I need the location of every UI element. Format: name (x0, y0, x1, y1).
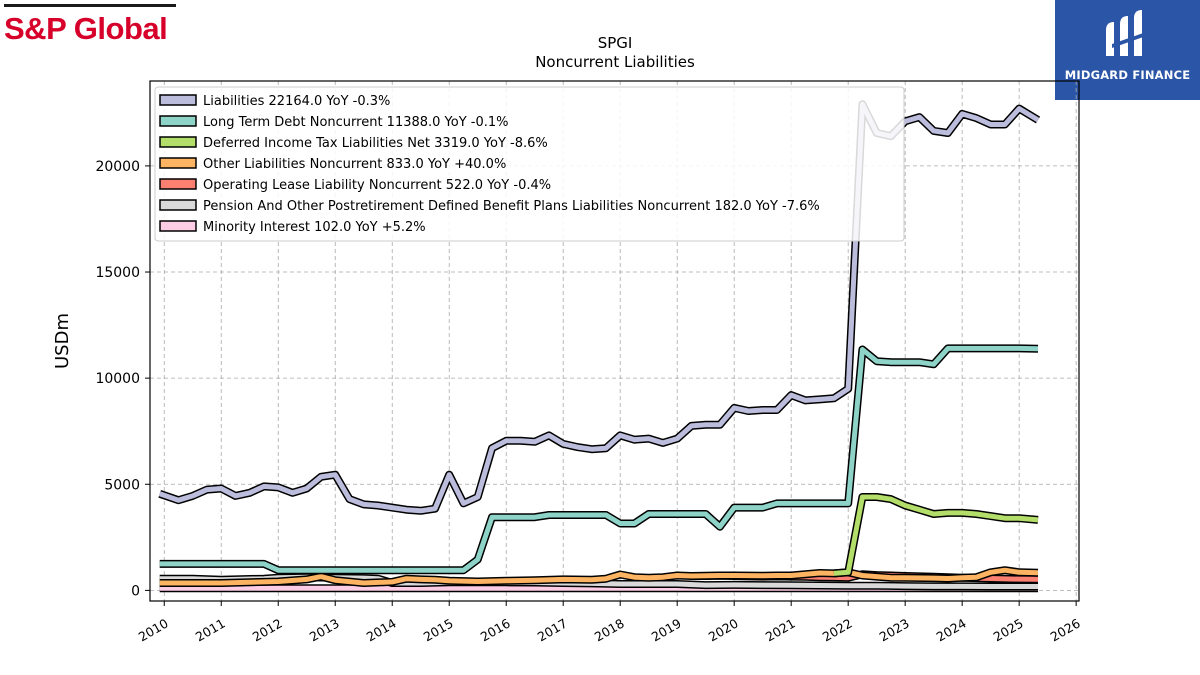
legend-swatch (159, 157, 197, 169)
series-line-other-liabilities-noncurrent (159, 567, 1039, 586)
x-tick-label: 2023 (877, 616, 912, 645)
series-line-long-term-debt-noncurrent (159, 345, 1039, 573)
y-tick-label: 5000 (104, 477, 140, 493)
x-tick-label: 2013 (307, 616, 342, 645)
x-tick-label: 2017 (535, 616, 570, 645)
x-tick-label: 2021 (763, 616, 798, 645)
x-tick-label: 2010 (136, 616, 171, 645)
y-tick-label: 15000 (95, 265, 140, 281)
series-outline-deferred-income-tax-liabilities-net (833, 493, 1039, 578)
x-tick-label: 2015 (421, 616, 456, 645)
y-tick-label: 20000 (95, 159, 140, 175)
x-tick-label: 2014 (364, 616, 399, 645)
series-line-deferred-income-tax-liabilities-net (833, 494, 1039, 576)
legend-swatch (159, 199, 197, 211)
series-outline-long-term-debt-noncurrent (159, 344, 1039, 575)
x-tick-label: 2019 (649, 616, 684, 645)
x-tick-label: 2020 (706, 616, 741, 645)
y-tick-label: 0 (131, 583, 140, 599)
legend-entry: Deferred Income Tax Liabilities Net 3319… (203, 136, 548, 151)
legend-entry: Liabilities 22164.0 YoY -0.3% (203, 94, 390, 109)
legend-swatch (159, 220, 197, 232)
legend-entry: Long Term Debt Noncurrent 11388.0 YoY -0… (203, 115, 509, 130)
plot-frame (149, 80, 1080, 602)
y-axis-label: USDm (52, 313, 73, 369)
legend-entry: Operating Lease Liability Noncurrent 522… (203, 178, 551, 193)
x-tick-label: 2016 (478, 616, 513, 645)
legend-swatch (159, 115, 197, 127)
y-tick-label: 10000 (95, 371, 140, 387)
legend-entry: Minority Interest 102.0 YoY +5.2% (203, 220, 426, 235)
legend-swatch (159, 178, 197, 190)
x-tick-label: 2022 (820, 616, 855, 645)
legend-entry: Pension And Other Postretirement Defined… (203, 199, 820, 214)
legend-swatch (159, 136, 197, 148)
chart-subtitle: Noncurrent Liabilities (535, 53, 695, 71)
chart-title: SPGI (598, 34, 633, 52)
x-tick-label: 2024 (934, 616, 969, 645)
series-lines (158, 100, 1041, 593)
x-tick-label: 2026 (1048, 616, 1083, 645)
x-tick-label: 2012 (250, 616, 285, 645)
sp-global-brand: S&P Global (4, 4, 176, 49)
x-tick-label: 2018 (592, 616, 627, 645)
brand-rule (4, 4, 176, 7)
logo-name: MIDGARD FINANCE (1064, 68, 1191, 82)
legend-box (154, 86, 905, 242)
legend-entry: Other Liabilities Noncurrent 833.0 YoY +… (203, 157, 506, 172)
legend: Liabilities 22164.0 YoY -0.3% Long Term D… (154, 86, 905, 242)
brand-name: S&P Global (4, 11, 168, 46)
x-tick-label: 2025 (991, 616, 1026, 645)
x-tick-label: 2011 (193, 616, 228, 645)
legend-swatch (159, 94, 197, 106)
midgard-logo-icon (1106, 10, 1146, 56)
